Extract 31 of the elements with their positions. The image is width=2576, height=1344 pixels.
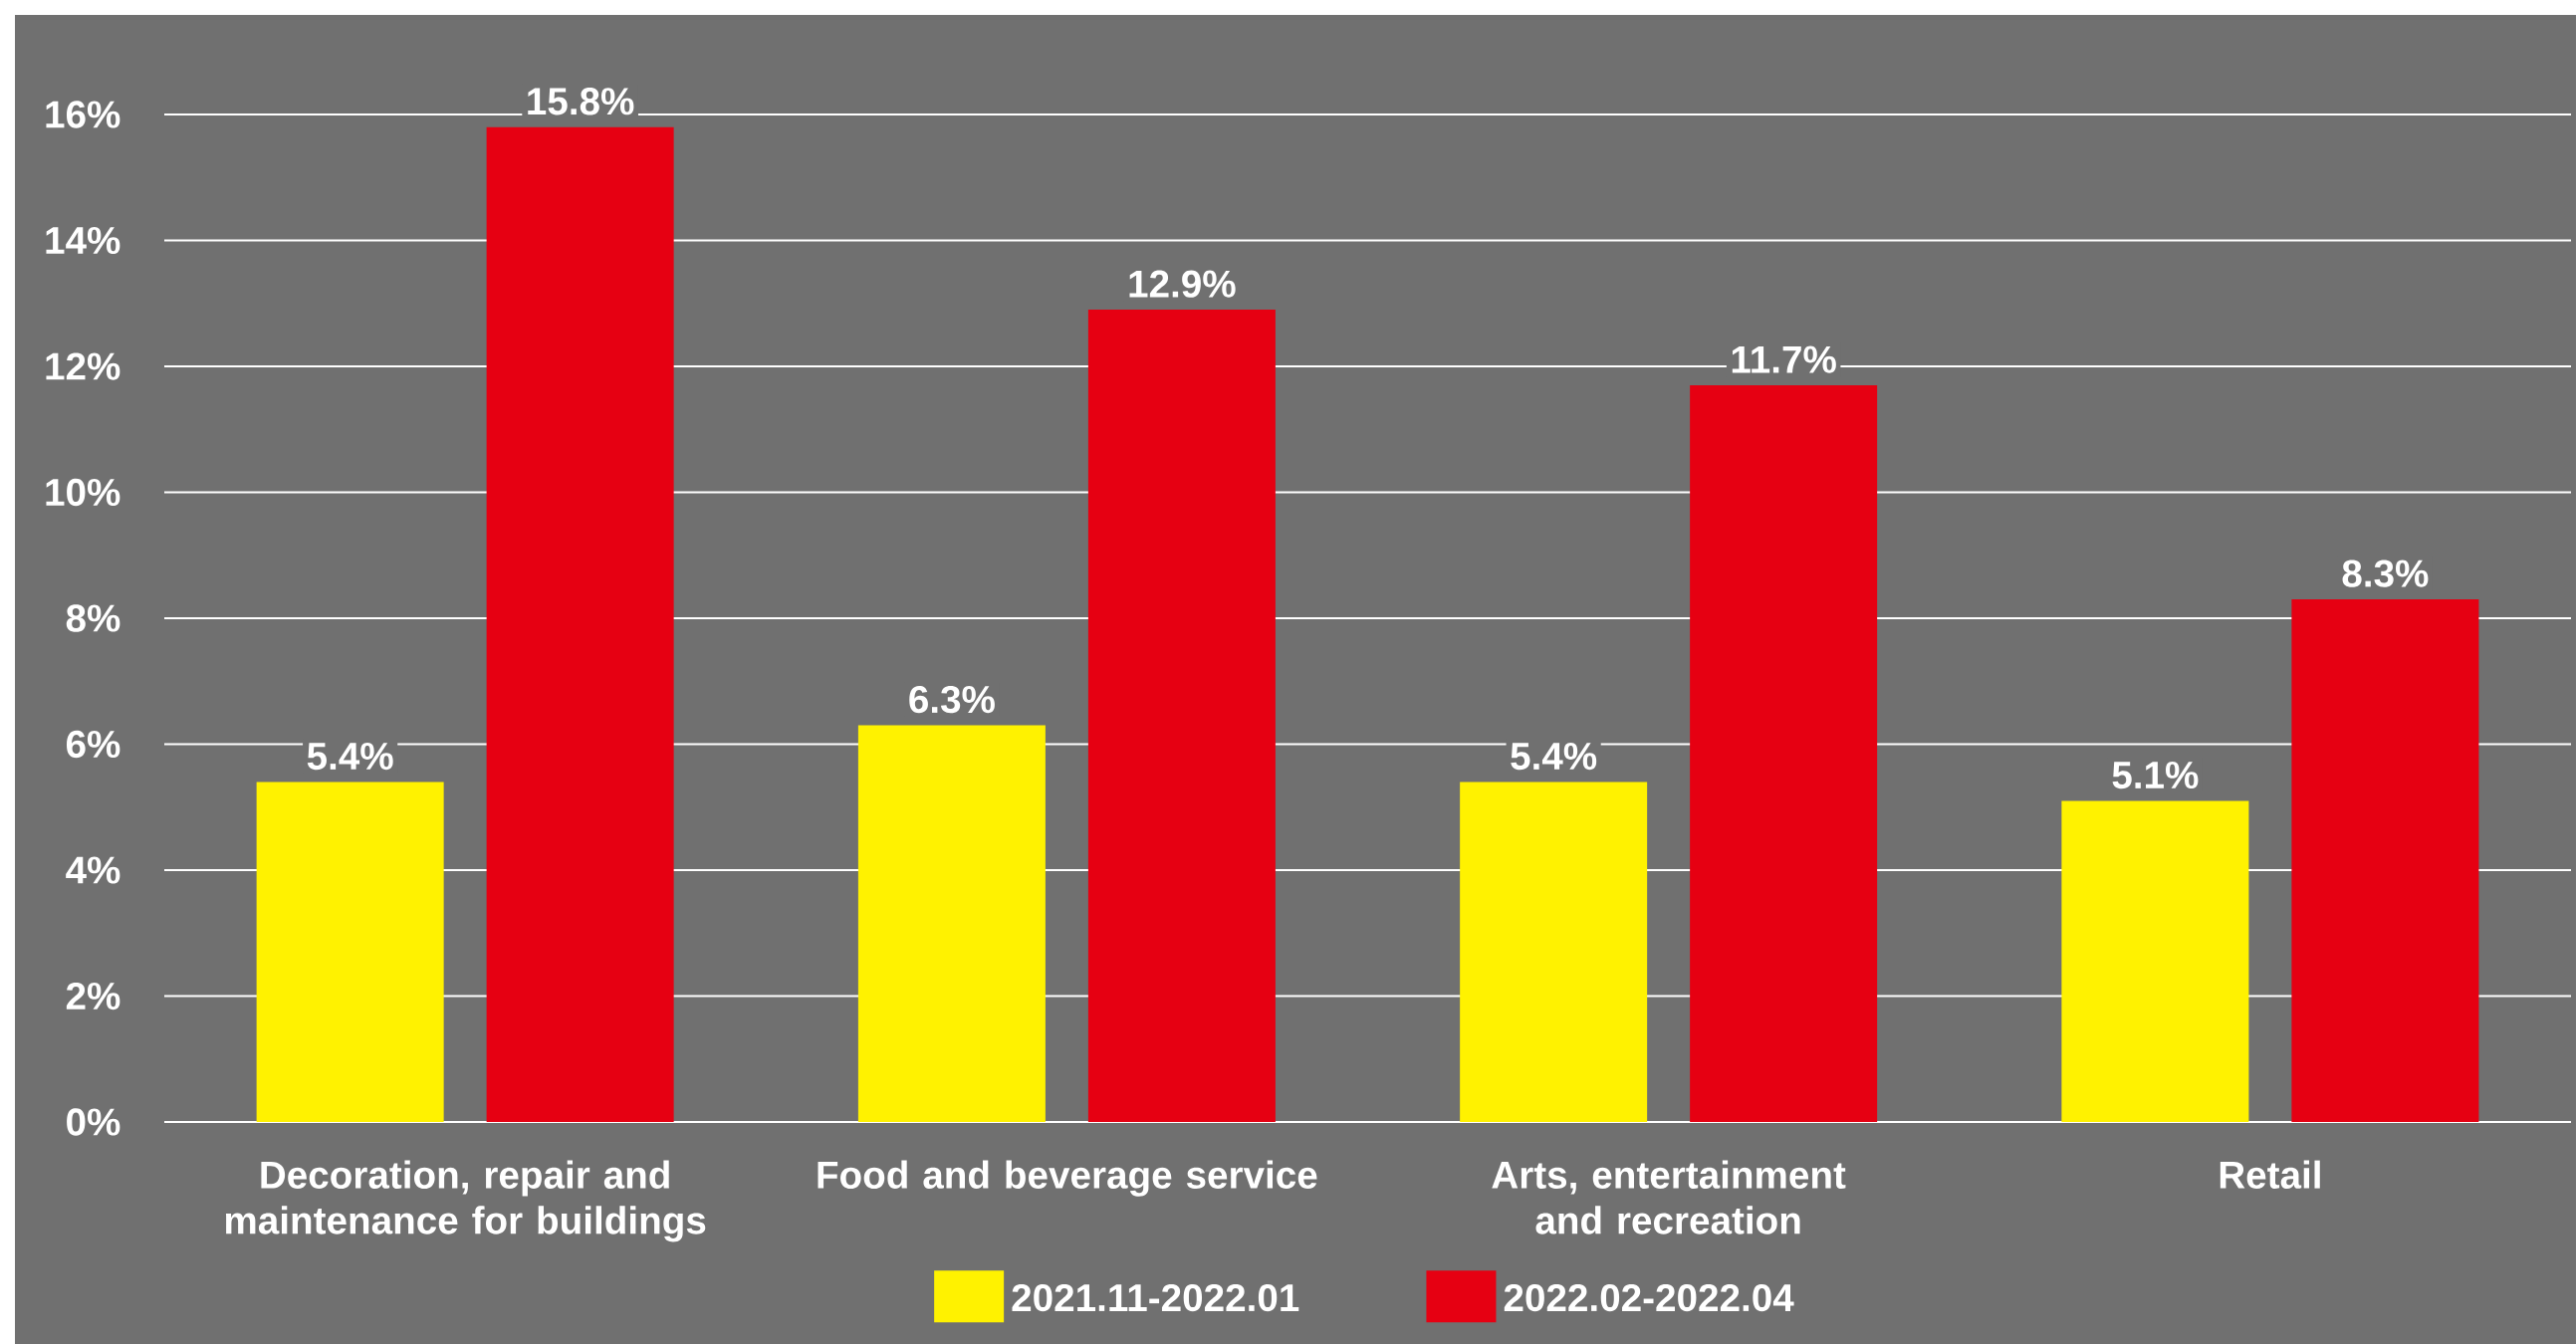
y-tick-label: 2% [66,982,120,1010]
data-label: 5.4% [307,742,393,771]
data-label: 5.4% [1511,742,1597,771]
bar [1087,310,1276,1123]
y-tick-label: 4% [66,856,120,884]
bar [486,126,674,1123]
data-label: 6.3% [909,685,995,714]
y-tick-label: 6% [66,730,120,759]
bar [2291,599,2479,1123]
y-tick-label: 14% [46,226,120,255]
x-tick-label: Decoration, repair and maintenance for buildings [225,1160,706,1242]
bar [256,782,444,1123]
y-tick-label: 16% [46,101,120,128]
legend-label: 2022.02-2022.04 [1504,1283,1794,1312]
x-tick-label: Retail [2220,1160,2320,1189]
x-tick-label: Arts, entertainment and recreation [1492,1160,1846,1234]
data-label: 12.9% [1129,270,1236,298]
y-tick-label: 8% [66,604,120,632]
data-label: 11.7% [1732,345,1836,373]
bar [1460,782,1648,1123]
data-label: 8.3% [2342,560,2429,587]
data-label: 15.8% [528,88,634,115]
y-tick-label: 0% [67,1108,120,1136]
data-label: 5.1% [2112,761,2199,789]
legend-label: 2021.11-2022.01 [1012,1283,1299,1312]
bar [857,725,1046,1123]
y-tick-label: 12% [46,352,120,380]
bar [2061,800,2249,1123]
y-tick-label: 10% [46,478,120,507]
bar [1690,384,1878,1123]
x-tick-label: Food and beverage service [818,1160,1317,1197]
